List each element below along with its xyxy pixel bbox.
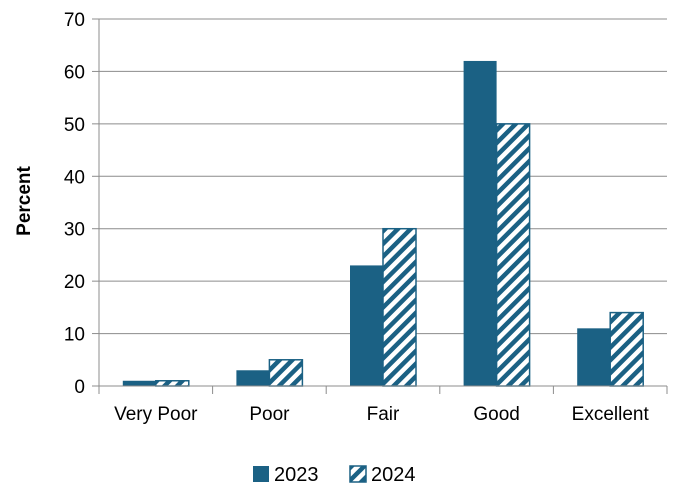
x-tick-label-excellent: Excellent — [572, 404, 650, 425]
legend-label-2023: 2023 — [274, 464, 319, 486]
bar-2023-fair — [350, 265, 383, 386]
tick-labels: 0 10 20 30 40 50 60 70 Very Poor Poor Fair Good Exce… — [64, 10, 650, 425]
y-tick-label-60: 60 — [64, 62, 85, 83]
axes — [92, 18, 668, 394]
bars — [122, 60, 644, 387]
legend-label-2024: 2024 — [371, 464, 416, 486]
bar-2024-excellent — [609, 311, 644, 387]
y-tick-label-50: 50 — [64, 115, 85, 136]
x-tick-label-poor: Poor — [249, 404, 290, 425]
bar-2023-poor — [236, 370, 270, 386]
y-axis-title: Percent — [14, 165, 35, 235]
legend-swatch-2023 — [253, 466, 269, 482]
x-tick-label-very-poor: Very Poor — [114, 404, 198, 425]
y-tick-label-40: 40 — [64, 167, 85, 188]
bar-2023-good — [463, 60, 497, 386]
y-tick-label-30: 30 — [64, 220, 85, 241]
bar-2024-fair — [382, 227, 417, 387]
bar-2023-excellent — [577, 328, 611, 386]
bar-2023-very-poor — [122, 380, 156, 386]
bar-2024-poor — [268, 359, 304, 387]
bar-2024-very-poor — [155, 380, 190, 387]
bar-2024-good — [495, 123, 531, 387]
y-tick-label-70: 70 — [64, 10, 85, 31]
legend-swatch-2024 — [349, 465, 367, 483]
x-tick-label-good: Good — [473, 404, 519, 425]
y-tick-label-20: 20 — [64, 272, 85, 293]
x-tick-label-fair: Fair — [367, 404, 400, 425]
y-tick-label-0: 0 — [74, 377, 85, 398]
y-tick-label-10: 10 — [64, 325, 85, 346]
legend: 2023 2024 — [253, 464, 416, 486]
